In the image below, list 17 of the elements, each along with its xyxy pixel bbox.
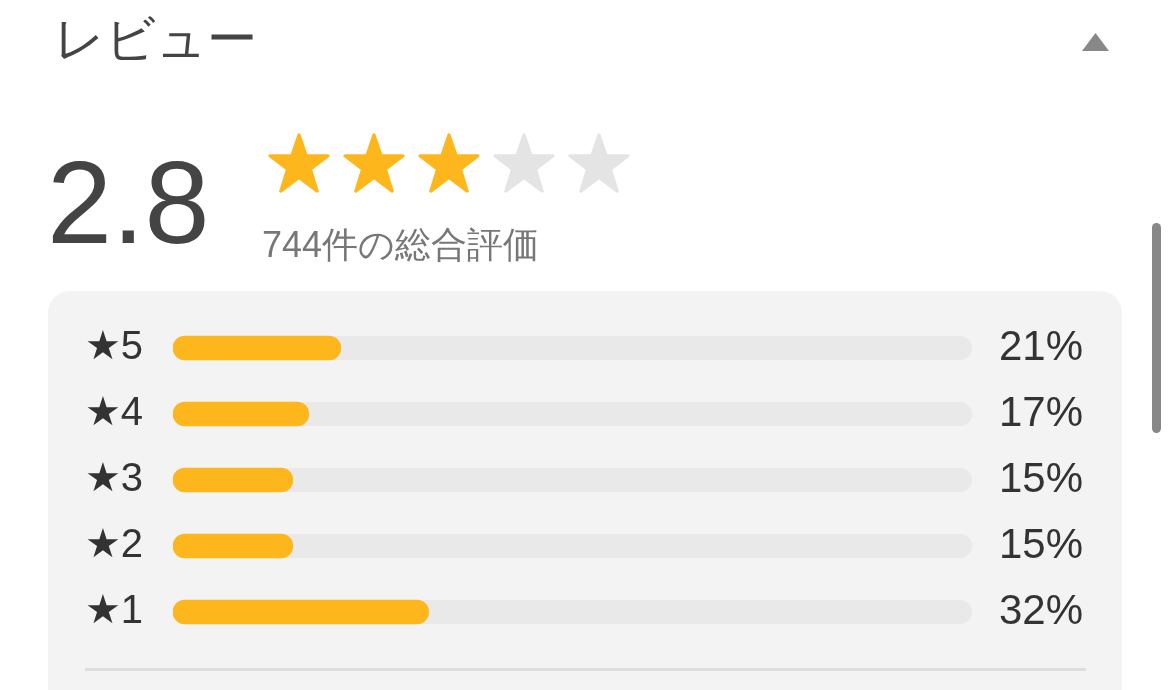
text: 2.8 [47,137,210,268]
bar [173,533,294,559]
y-tick-label: ★3 [85,455,144,500]
y-tick-label: ★2 [85,521,144,566]
y-tick-label: ★1 [85,587,144,632]
y-tick-label: ★5 [85,323,144,368]
bar [173,335,342,361]
data-label: 32% [998,585,1083,633]
y-tick-label: ★4 [85,389,144,434]
bar [173,467,294,493]
data-label: 15% [998,519,1083,567]
data-label: 17% [998,387,1083,435]
text: 744件の総合評価 [262,224,540,265]
chart-title: レビュー [54,11,257,67]
data-label: 15% [998,453,1083,501]
data-label: 21% [998,321,1083,369]
bar [173,401,310,427]
